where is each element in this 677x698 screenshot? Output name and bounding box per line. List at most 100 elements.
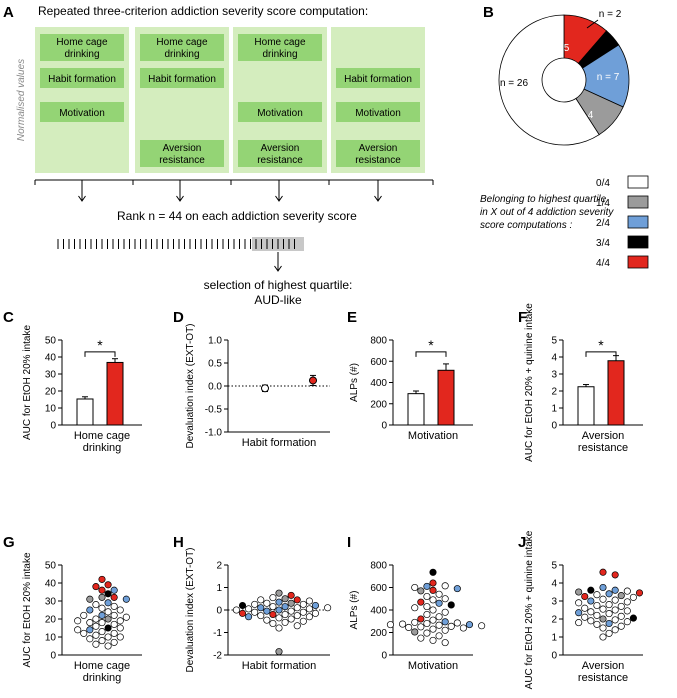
- data-point: [575, 599, 583, 607]
- data-point: [617, 602, 625, 610]
- data-point: [599, 568, 607, 576]
- data-point: [74, 617, 82, 625]
- data-point: [441, 595, 449, 603]
- criterion-label: Home cage drinking: [56, 37, 108, 60]
- data-point: [281, 618, 289, 626]
- data-point: [92, 615, 100, 623]
- significance-star: *: [428, 337, 434, 353]
- legend-b: Belonging to highest quartile in X out of…: [480, 175, 649, 269]
- panel-a-title: Repeated three-criterion addiction sever…: [38, 4, 368, 18]
- data-point: [629, 593, 637, 601]
- data-point: [116, 633, 124, 641]
- selection-line-2: AUD-like: [254, 293, 302, 307]
- y-axis-label: AUC for EtOH 20% intake: [22, 325, 33, 440]
- criterion-label: Aversion resistance: [159, 143, 205, 166]
- data-point: [305, 605, 313, 613]
- data-point: [86, 595, 94, 603]
- data-point: [122, 595, 130, 603]
- legend-label: 0/4: [596, 178, 610, 189]
- data-point: [441, 582, 449, 590]
- pie-slice-label: n = 2: [599, 9, 622, 20]
- data-point: [441, 639, 449, 647]
- criterion-box: [140, 140, 224, 167]
- data-point: [104, 615, 112, 623]
- y-tick-label: 10: [45, 633, 57, 644]
- legend-swatch: [627, 195, 649, 209]
- data-point: [86, 635, 94, 643]
- data-point: [251, 600, 259, 608]
- data-point: [305, 613, 313, 621]
- data-point: [423, 619, 431, 628]
- data-point: [441, 618, 449, 626]
- data-point: [74, 626, 82, 634]
- x-axis-label: resistance: [578, 442, 628, 454]
- data-point: [611, 616, 619, 624]
- y-tick-label: 1: [216, 583, 222, 594]
- y-tick-label: -1.0: [205, 428, 223, 439]
- panel-label-c: C: [3, 309, 14, 326]
- data-point: [611, 571, 619, 579]
- data-point: [611, 586, 619, 594]
- data-point: [269, 610, 277, 619]
- criterion-label: Home cage drinking: [156, 37, 208, 60]
- y-tick-label: 2: [551, 615, 557, 626]
- data-point: [116, 617, 124, 625]
- data-point: [417, 615, 425, 623]
- y-tick-label: 0: [551, 421, 557, 432]
- data-point: [299, 617, 307, 625]
- criterion-box: [140, 34, 224, 61]
- x-axis-label: resistance: [578, 672, 628, 684]
- y-tick-label: 3: [551, 370, 557, 381]
- y-tick-label: 40: [45, 353, 57, 364]
- data-point: [269, 603, 277, 611]
- data-point: [293, 604, 301, 612]
- data-point: [417, 587, 425, 595]
- y-axis-label: ALPs (#): [349, 363, 360, 402]
- data-point: [287, 615, 295, 623]
- y-tick-label: 1: [551, 633, 557, 644]
- mean-point: [261, 384, 269, 393]
- data-point: [287, 599, 295, 607]
- y-tick-label: 0: [50, 421, 56, 432]
- criterion-box: [40, 68, 124, 88]
- y-tick-label: 0: [381, 421, 387, 432]
- panel-label-g: G: [3, 534, 15, 551]
- data-point: [429, 579, 437, 587]
- criterion-box: [336, 102, 420, 122]
- panel-label-j: J: [518, 534, 526, 551]
- y-tick-label: -1: [213, 628, 222, 639]
- data-point: [417, 634, 425, 642]
- data-point: [447, 622, 455, 630]
- data-point: [593, 611, 601, 619]
- pie-chart: n = 5n = 2n = 7n = 4n = 26: [498, 9, 630, 146]
- panel-label-e: E: [347, 309, 357, 326]
- y-tick-label: 1: [551, 404, 557, 415]
- data-point: [593, 591, 601, 599]
- data-point: [587, 617, 595, 625]
- data-point: [417, 598, 425, 606]
- data-point: [269, 619, 277, 628]
- data-point: [435, 590, 443, 598]
- data-point: [275, 614, 283, 622]
- data-point: [629, 614, 637, 622]
- y-axis-label: AUC for EtOH 20% + quinine intake: [524, 303, 535, 462]
- y-tick-label: 0: [216, 606, 222, 617]
- x-axis-label: Habit formation: [242, 660, 317, 672]
- pie-slice-label: n = 26: [500, 78, 529, 89]
- panel-j-chart: 0 1 2 3 4 5 AUC for EtOH 20% + quinine intake A…: [524, 530, 644, 689]
- criterion-label: Aversion resistance: [355, 143, 401, 166]
- data-point: [605, 619, 613, 628]
- y-tick-label: 4: [551, 579, 557, 590]
- data-point: [599, 595, 607, 603]
- y-tick-label: 4: [551, 353, 557, 364]
- data-point: [263, 616, 271, 624]
- data-point: [98, 619, 106, 627]
- data-point: [281, 610, 289, 619]
- data-point: [92, 583, 100, 591]
- data-point: [98, 628, 106, 636]
- legend-label: 2/4: [596, 218, 610, 229]
- y-tick-label: 400: [370, 378, 387, 389]
- data-point: [453, 585, 461, 593]
- pie-leader-line: [586, 19, 599, 29]
- column-arrow-head: [78, 195, 86, 202]
